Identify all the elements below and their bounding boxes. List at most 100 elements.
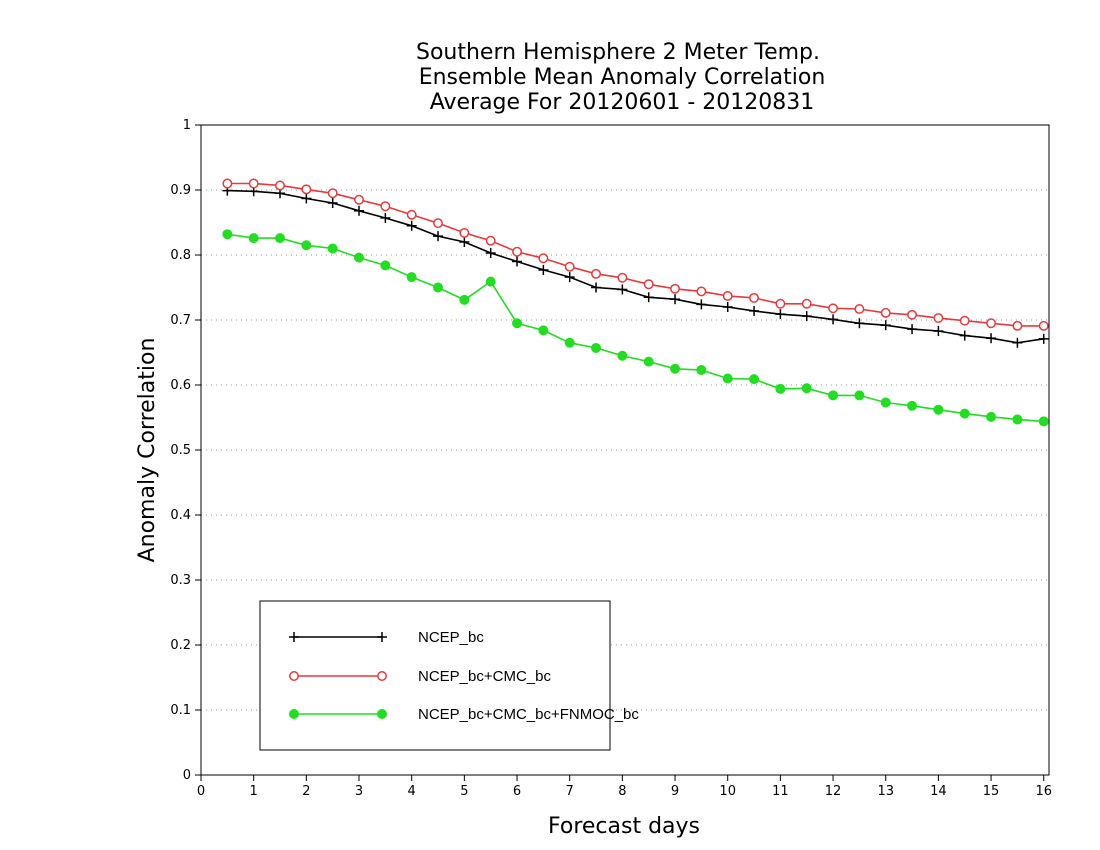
title-line-3: Average For 20120601 - 20120831: [430, 90, 815, 115]
x-tick-label: 11: [772, 784, 789, 799]
point-marker-filled-circle: [380, 260, 391, 271]
point-marker-open-circle: [643, 279, 654, 290]
point-marker-open-circle: [485, 235, 496, 246]
point-marker-filled-circle: [801, 383, 812, 394]
x-tick-label: 7: [566, 784, 574, 799]
point-marker-open-circle: [696, 286, 707, 297]
point-marker-open-circle: [538, 253, 549, 264]
series-2: [222, 178, 1049, 331]
point-marker-filled-circle: [643, 356, 654, 367]
point-marker-filled-circle: [512, 318, 523, 329]
point-marker-open-circle: [275, 180, 285, 191]
point-marker-open-circle: [933, 313, 944, 323]
y-tick-label: 0.6: [170, 378, 191, 393]
point-marker-filled-circle: [1038, 416, 1049, 427]
point-marker-open-circle: [986, 318, 997, 329]
x-tick-label: 4: [408, 784, 416, 799]
legend-label: NCEP_bc: [418, 629, 484, 646]
point-marker-filled-circle: [828, 390, 839, 401]
point-marker-open-circle: [327, 188, 338, 199]
point-marker-open-circle: [907, 309, 918, 320]
point-marker-filled-circle: [327, 243, 338, 254]
axes: 00.10.20.30.40.50.60.70.80.910 1 2 3 4 5 6 7 8 9 1…: [170, 118, 1052, 799]
point-marker-filled-circle: [1012, 414, 1023, 425]
y-tick-label: 0.3: [170, 573, 191, 588]
point-marker-open-circle: [854, 304, 865, 314]
y-tick-label: 1: [183, 118, 191, 133]
y-tick-label: 0.1: [170, 703, 191, 718]
point-marker-open-circle: [301, 184, 312, 195]
x-tick-label: 8: [618, 784, 626, 799]
point-marker-open-circle: [722, 291, 733, 301]
point-marker-filled-circle: [775, 383, 786, 394]
point-marker-open-circle: [222, 178, 233, 189]
point-marker-open-circle: [1038, 320, 1049, 331]
point-marker-open-circle: [406, 209, 417, 220]
point-marker-filled-circle: [907, 400, 918, 411]
title-line-1: Southern Hemisphere 2 Meter Temp.: [416, 40, 820, 65]
point-marker-open-circle: [775, 298, 786, 309]
point-marker-open-circle: [617, 272, 628, 283]
series-line: [227, 233, 1044, 423]
x-tick-label: 16: [1035, 784, 1052, 799]
x-tick-label: 9: [671, 784, 679, 799]
point-marker-open-circle: [377, 671, 387, 681]
x-tick-label: 3: [355, 784, 363, 799]
series-3: [222, 229, 1049, 427]
point-marker-filled-circle: [248, 233, 259, 244]
point-marker-open-circle: [248, 178, 259, 189]
y-axis-label: Anomaly Correlation: [135, 338, 160, 563]
legend-entry: NCEP_bc+CMC_bc+FNMOC_bc: [289, 706, 639, 723]
point-marker-filled-circle: [485, 276, 496, 287]
legend-entry: NCEP_bc: [289, 629, 484, 646]
legend-entry: NCEP_bc+CMC_bc: [289, 668, 551, 685]
point-marker-open-circle: [459, 227, 470, 238]
point-marker-open-circle: [880, 307, 891, 318]
x-tick-label: 5: [460, 784, 468, 799]
point-marker-filled-circle: [696, 365, 707, 376]
point-marker-open-circle: [749, 292, 759, 303]
x-tick-label: 0: [197, 784, 205, 799]
x-tick-label: 10: [719, 784, 736, 799]
point-marker-filled-circle: [538, 325, 549, 336]
x-tick-label: 12: [825, 784, 842, 799]
x-axis-label: Forecast days: [548, 814, 700, 839]
point-marker-filled-circle: [854, 390, 865, 401]
point-marker-filled-circle: [986, 411, 997, 422]
y-tick-label: 0.7: [170, 313, 191, 328]
x-tick-label: 1: [250, 784, 258, 799]
data-series: [222, 178, 1049, 427]
point-marker-filled-circle: [289, 709, 299, 719]
point-marker-open-circle: [1012, 320, 1023, 331]
title-line-2: Ensemble Mean Anomaly Correlation: [419, 65, 826, 90]
y-tick-label: 0.8: [170, 248, 191, 263]
legend: NCEP_bc NCEP_bc+CMC_bc NCEP_bc+CMC_bc+FNMO…: [259, 600, 639, 751]
point-marker-filled-circle: [959, 408, 970, 419]
legend-label: NCEP_bc+CMC_bc: [418, 668, 551, 685]
point-marker-filled-circle: [617, 350, 628, 361]
point-marker-open-circle: [512, 246, 522, 257]
point-marker-filled-circle: [722, 373, 733, 384]
x-tick-label: 13: [877, 784, 894, 799]
y-tick-label: 0.4: [170, 508, 191, 523]
point-marker-open-circle: [564, 261, 575, 272]
point-marker-open-circle: [959, 315, 970, 326]
point-marker-filled-circle: [301, 240, 312, 251]
point-marker-filled-circle: [433, 282, 444, 293]
point-marker-open-circle: [801, 298, 812, 309]
point-marker-filled-circle: [670, 363, 681, 374]
series-1: [222, 185, 1049, 348]
point-marker-open-circle: [828, 303, 838, 314]
point-marker-filled-circle: [880, 397, 891, 408]
point-marker-open-circle: [289, 671, 299, 681]
point-marker-open-circle: [380, 201, 391, 212]
x-tick-label: 2: [302, 784, 310, 799]
point-marker-filled-circle: [749, 374, 760, 385]
point-marker-open-circle: [670, 283, 680, 294]
y-tick-label: 0.5: [170, 443, 191, 458]
point-marker-open-circle: [433, 218, 443, 229]
point-marker-open-circle: [354, 194, 364, 205]
y-tick-label: 0: [183, 768, 191, 783]
point-marker-filled-circle: [591, 342, 602, 353]
